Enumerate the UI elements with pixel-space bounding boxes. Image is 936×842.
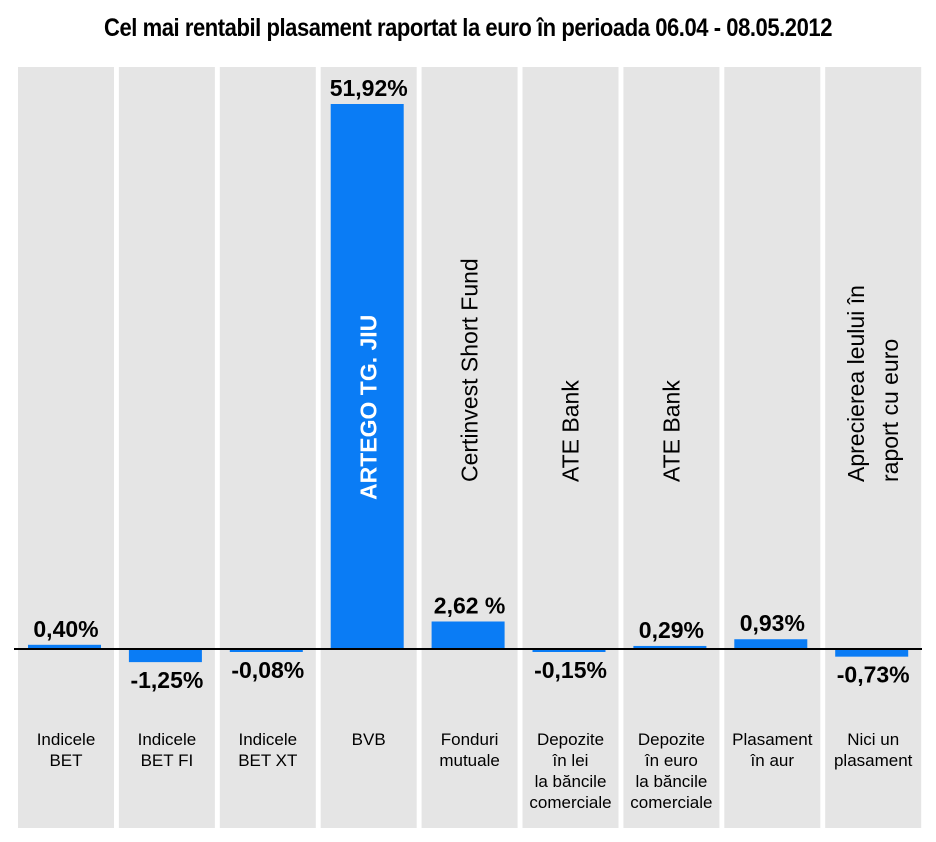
- category-label-4: BVB: [352, 730, 386, 749]
- bar-8: [734, 639, 808, 649]
- annotation-5-1: Certinvest Short Fund: [457, 258, 483, 482]
- data-label-4: 51,92%: [330, 75, 408, 101]
- data-label-5: 2,62 %: [434, 592, 506, 618]
- data-label-6: -0,15%: [534, 657, 607, 683]
- bar-9: [835, 649, 909, 657]
- bar-1: [28, 644, 101, 649]
- category-label-6: Depozite în lei la băncile comerciale: [529, 730, 611, 812]
- bar-5: [431, 621, 505, 649]
- column-panel-8: [724, 67, 821, 828]
- data-label-9: -0,73%: [837, 662, 910, 688]
- category-label-1: Indicele BET: [37, 730, 96, 770]
- annotation-9-1: Aprecierea leului în: [843, 285, 869, 482]
- data-label-7: 0,29%: [639, 617, 704, 643]
- data-label-8: 0,93%: [740, 610, 805, 636]
- chart-title: Cel mai rentabil plasament raportat la e…: [104, 14, 832, 42]
- data-label-3: -0,08%: [231, 657, 304, 683]
- category-label-7: Depozite în euro la băncile comerciale: [630, 730, 712, 812]
- column-panel-3: [219, 67, 316, 828]
- bar-6: [532, 649, 606, 652]
- data-label-1: 0,40%: [33, 616, 98, 642]
- annotation-4-1: ARTEGO TG. JIU: [356, 315, 382, 500]
- bar-3: [229, 649, 303, 652]
- category-label-2: Indicele BET FI: [138, 730, 197, 770]
- annotation-7-1: ATE Bank: [658, 380, 684, 482]
- column-panel-6: [522, 67, 619, 828]
- data-label-2: -1,25%: [130, 667, 203, 693]
- bar-2: [128, 649, 202, 663]
- bar-7: [633, 645, 707, 649]
- category-label-5: Fonduri mutuale: [439, 730, 499, 770]
- category-label-8: Plasament în aur: [732, 730, 813, 770]
- category-label-3: Indicele BET XT: [238, 730, 297, 770]
- annotation-6-1: ATE Bank: [558, 380, 584, 482]
- bar-4: [330, 104, 404, 649]
- category-label-9: Nici un plasament: [834, 730, 913, 770]
- column-panel-9: [825, 67, 922, 828]
- column-panel-1: [18, 67, 114, 828]
- column-panel-5: [421, 67, 518, 828]
- annotation-9-2: raport cu euro: [877, 339, 903, 482]
- column-panel-7: [623, 67, 720, 828]
- column-panel-2: [118, 67, 215, 828]
